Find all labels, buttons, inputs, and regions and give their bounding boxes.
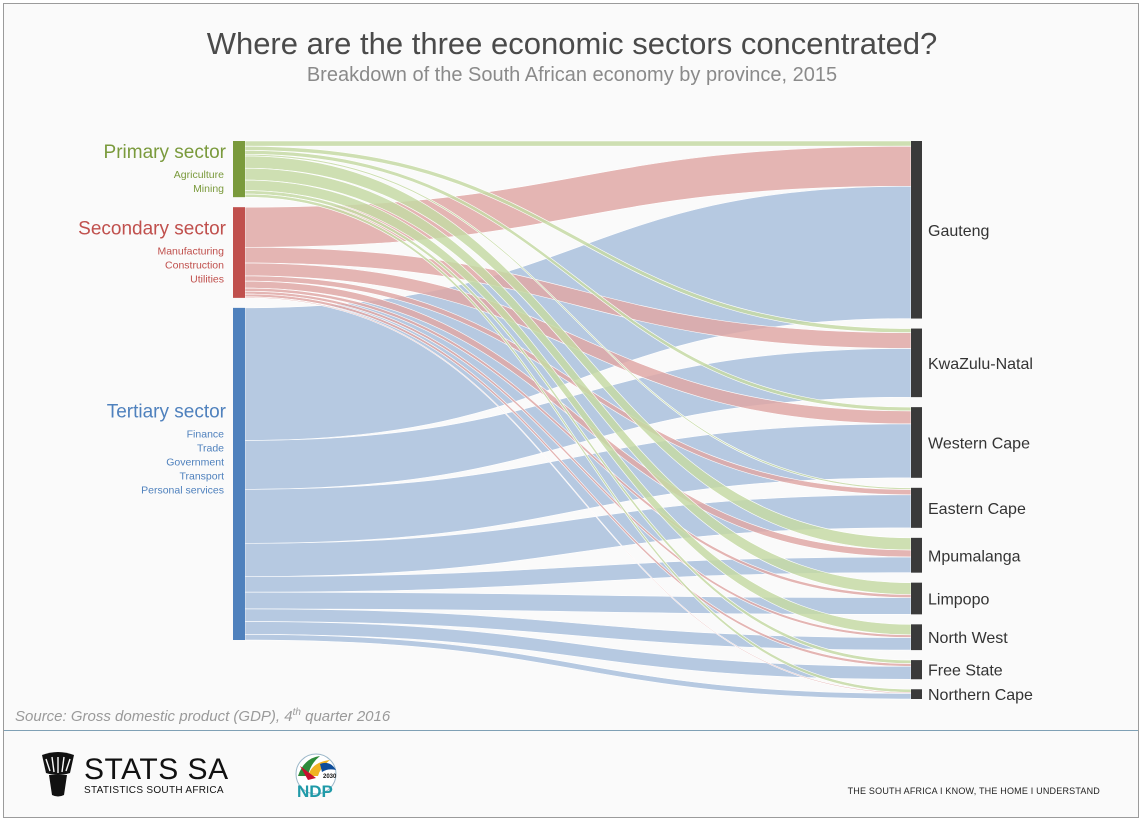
node-gauteng: [911, 141, 922, 319]
label-manufacturing: Manufacturing: [157, 246, 224, 258]
label-transport: Transport: [179, 470, 224, 482]
flow-tertiary-sector-to-free-state: [244, 621, 912, 680]
svg-text:NDP: NDP: [297, 782, 333, 801]
label-utilities: Utilities: [190, 274, 224, 286]
stats-sa-subname: STATISTICS SOUTH AFRICA: [84, 784, 224, 796]
chart-title: Where are the three economic sectors con…: [206, 26, 938, 61]
label-agriculture: Agriculture: [174, 169, 224, 181]
node-northern-cape: [911, 689, 922, 699]
label-mpumalanga: Mpumalanga: [928, 548, 1021, 565]
node-limpopo: [911, 582, 922, 615]
flow-tertiary-sector-to-mpumalanga: [244, 556, 912, 593]
node-kwazulu-natal: [911, 328, 922, 398]
label-government: Government: [166, 456, 224, 468]
node-primary-sector: [233, 141, 245, 198]
node-free-state: [911, 660, 922, 680]
label-eastern-cape: Eastern Cape: [928, 501, 1026, 518]
node-mpumalanga: [911, 537, 922, 573]
label-gauteng: Gauteng: [928, 223, 989, 240]
label-mining: Mining: [193, 183, 224, 195]
label-kwazulu-natal: KwaZulu-Natal: [928, 356, 1033, 373]
node-north-west: [911, 624, 922, 651]
node-tertiary-sector: [233, 307, 245, 640]
flow-tertiary-sector-to-limpopo: [244, 591, 912, 615]
footer-divider: [4, 730, 1138, 731]
label-north-west: North West: [928, 630, 1008, 647]
label-limpopo: Limpopo: [928, 592, 989, 609]
node-western-cape: [911, 407, 922, 478]
node-secondary-sector: [233, 207, 245, 298]
ndp-logo-icon: 2030 NDP: [295, 753, 337, 801]
chart-subtitle: Breakdown of the South African economy b…: [306, 64, 838, 86]
svg-text:2030: 2030: [323, 774, 337, 780]
label-finance: Finance: [187, 428, 225, 440]
tagline: THE SOUTH AFRICA I KNOW, THE HOME I UNDE…: [847, 786, 1100, 796]
source-note: Source: Gross domestic product (GDP), 4t…: [15, 707, 391, 725]
stats-sa-logo: STATS SA STATISTICS SOUTH AFRICA: [40, 750, 229, 800]
node-eastern-cape: [911, 487, 922, 528]
label-primary-sector: Primary sector: [104, 142, 227, 163]
flow-primary-sector-to-gauteng: [244, 140, 912, 147]
stats-sa-emblem-icon: [42, 752, 74, 797]
label-secondary-sector: Secondary sector: [78, 219, 227, 240]
label-personal-services: Personal services: [141, 484, 224, 496]
label-northern-cape: Northern Cape: [928, 687, 1033, 704]
sankey-flows: [244, 140, 912, 700]
label-free-state: Free State: [928, 663, 1003, 680]
label-construction: Construction: [165, 260, 224, 272]
label-trade: Trade: [197, 442, 224, 454]
label-tertiary-sector: Tertiary sector: [107, 401, 227, 422]
label-western-cape: Western Cape: [928, 435, 1030, 452]
stats-sa-name: STATS SA: [84, 752, 229, 786]
